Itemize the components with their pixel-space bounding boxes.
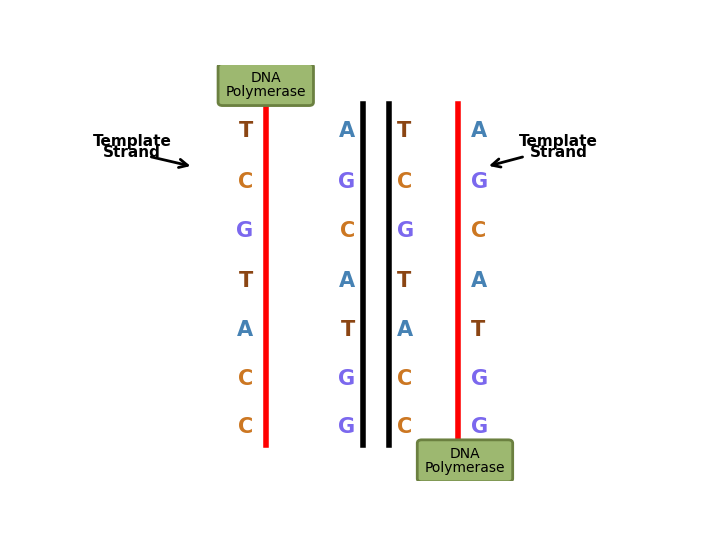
Text: Strand: Strand <box>103 145 161 160</box>
Text: C: C <box>238 369 253 389</box>
Text: A: A <box>238 320 253 340</box>
Text: Template: Template <box>92 134 171 149</box>
Text: T: T <box>397 271 411 291</box>
Text: Polymerase: Polymerase <box>225 85 306 99</box>
Text: T: T <box>239 122 253 141</box>
Text: G: G <box>471 369 487 389</box>
Text: C: C <box>238 416 253 436</box>
Text: G: G <box>471 416 487 436</box>
Text: T: T <box>397 122 411 141</box>
Text: DNA: DNA <box>450 448 480 462</box>
Text: C: C <box>238 172 253 192</box>
Text: Strand: Strand <box>530 145 588 160</box>
Text: G: G <box>338 416 355 436</box>
Text: C: C <box>397 172 412 192</box>
Text: C: C <box>397 369 412 389</box>
Text: C: C <box>397 416 412 436</box>
Text: A: A <box>339 122 355 141</box>
Text: Polymerase: Polymerase <box>425 461 505 475</box>
Text: G: G <box>471 172 487 192</box>
Text: G: G <box>236 221 253 241</box>
FancyBboxPatch shape <box>418 440 513 482</box>
Text: A: A <box>471 122 487 141</box>
FancyBboxPatch shape <box>218 64 313 105</box>
Text: Template: Template <box>519 134 598 149</box>
Text: C: C <box>340 221 355 241</box>
Text: T: T <box>341 320 355 340</box>
Text: A: A <box>471 271 487 291</box>
Text: A: A <box>339 271 355 291</box>
Text: C: C <box>471 221 486 241</box>
Text: T: T <box>471 320 485 340</box>
Text: G: G <box>338 369 355 389</box>
Text: DNA: DNA <box>251 71 281 85</box>
Text: A: A <box>397 320 413 340</box>
Text: G: G <box>338 172 355 192</box>
Text: G: G <box>397 221 414 241</box>
Text: T: T <box>239 271 253 291</box>
